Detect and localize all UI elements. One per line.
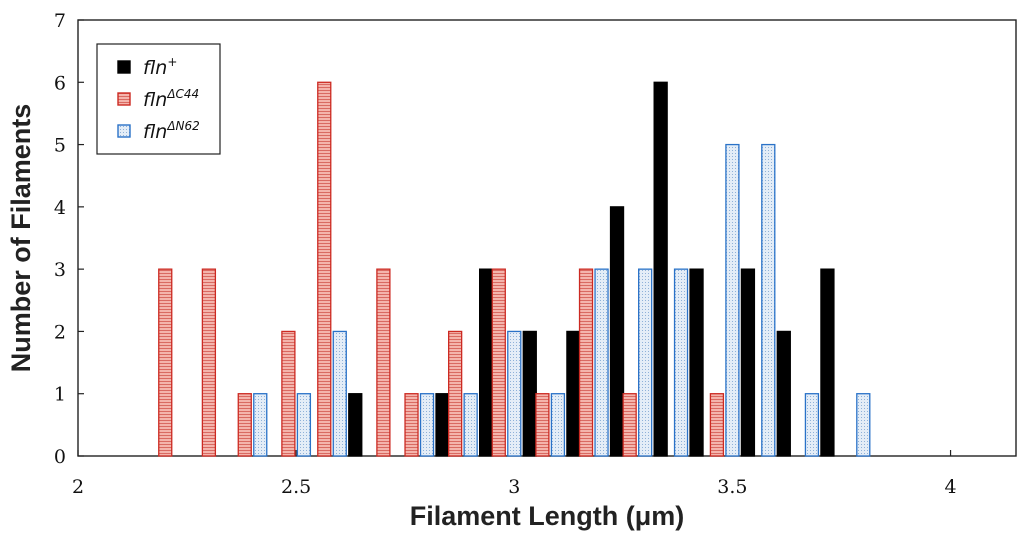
legend-swatch-2 xyxy=(117,124,131,138)
y-axis-title: Number of Filaments xyxy=(6,104,36,373)
bar-series-2-x-3_8 xyxy=(856,393,871,457)
bar-series-2-x-3_7 xyxy=(804,393,820,457)
x-tick-label: 2.5 xyxy=(281,476,311,498)
bar-series-1-x-2_5 xyxy=(281,330,296,457)
legend-label-sup: ΔN62 xyxy=(166,119,199,133)
x-tick-label: 3.5 xyxy=(717,476,747,498)
y-axis-ticks: 0 1 2 3 4 5 6 7 xyxy=(54,10,84,468)
bar-series-0-x-3_5 xyxy=(740,268,756,457)
x-tick-label: 3 xyxy=(508,476,520,498)
bar-series-1-x-2_3 xyxy=(201,268,217,457)
y-tick-label: 6 xyxy=(54,72,66,94)
bar-series-1-x-3 xyxy=(491,268,506,457)
bar-series-0-x-3_6 xyxy=(776,330,791,457)
bar-series-0-x-3_7 xyxy=(820,268,835,457)
bar-series-2-x-3_4 xyxy=(673,268,689,457)
bar-series-1-x-2_7 xyxy=(376,268,391,457)
bar-series-1-x-2_6 xyxy=(317,81,332,457)
bar-series-1-x-3_3 xyxy=(622,393,637,457)
bars-group xyxy=(158,81,871,457)
bar-series-2-x-3 xyxy=(507,330,522,457)
legend-label-1: flnΔC44 xyxy=(143,87,199,111)
legend-label-0: fln+ xyxy=(143,55,177,79)
y-tick-label: 1 xyxy=(54,384,66,406)
y-tick-label: 5 xyxy=(54,135,66,157)
bar-series-2-x-3_3 xyxy=(638,268,653,457)
bar-series-1-x-3_2 xyxy=(578,268,594,457)
bar-series-0-x-2_8 xyxy=(435,393,450,457)
bar-series-2-x-3_5 xyxy=(725,143,740,457)
bar-series-2-x-3_1 xyxy=(550,393,566,457)
bar-series-1-x-3_5 xyxy=(709,393,725,457)
bar-series-2-x-2_5 xyxy=(296,393,312,457)
legend-label-sup: ΔC44 xyxy=(166,87,199,101)
bar-series-0-x-2_6 xyxy=(348,393,363,457)
bar-series-0-x-3_4 xyxy=(689,268,704,457)
bar-series-2-x-3_2 xyxy=(594,268,609,457)
legend-label-base: fln xyxy=(143,89,167,111)
bar-series-2-x-2_6 xyxy=(332,330,347,457)
legend-swatch-1 xyxy=(117,92,131,106)
bar-series-1-x-2_4 xyxy=(237,393,252,457)
bar-series-1-x-3_1 xyxy=(535,393,550,457)
y-tick-label: 7 xyxy=(54,10,66,32)
y-tick-label: 2 xyxy=(54,321,66,343)
x-tick-label: 2 xyxy=(72,476,84,498)
bar-series-2-x-2_4 xyxy=(253,393,268,457)
x-tick-label: 4 xyxy=(945,476,957,498)
bar-series-2-x-3_6 xyxy=(761,143,776,457)
bar-series-0-x-3_2 xyxy=(609,206,625,457)
legend-label-sup: + xyxy=(167,55,177,69)
bar-series-1-x-2_8 xyxy=(404,393,419,457)
bar-series-1-x-2_9 xyxy=(448,330,463,457)
bar-series-0-x-3 xyxy=(522,330,537,457)
bar-series-2-x-2_9 xyxy=(463,393,478,457)
legend-label-base: fln xyxy=(143,57,167,79)
legend-label-base: fln xyxy=(143,121,167,143)
legend-swatch-0 xyxy=(117,60,131,74)
y-tick-label: 4 xyxy=(54,197,66,219)
bar-series-2-x-2_8 xyxy=(419,393,435,457)
bar-series-1-x-2_2 xyxy=(158,268,173,457)
legend-label-2: flnΔN62 xyxy=(143,119,200,143)
x-axis-ticks: 2 2.5 3 3.5 4 xyxy=(72,450,957,498)
x-axis-title: Filament Length (μm) xyxy=(410,501,685,531)
bar-series-0-x-3_1 xyxy=(566,330,581,457)
y-tick-label: 0 xyxy=(54,446,66,468)
y-tick-label: 3 xyxy=(54,259,66,281)
bar-series-0-x-2_9 xyxy=(479,268,494,457)
bar-series-0-x-3_3 xyxy=(653,81,668,457)
